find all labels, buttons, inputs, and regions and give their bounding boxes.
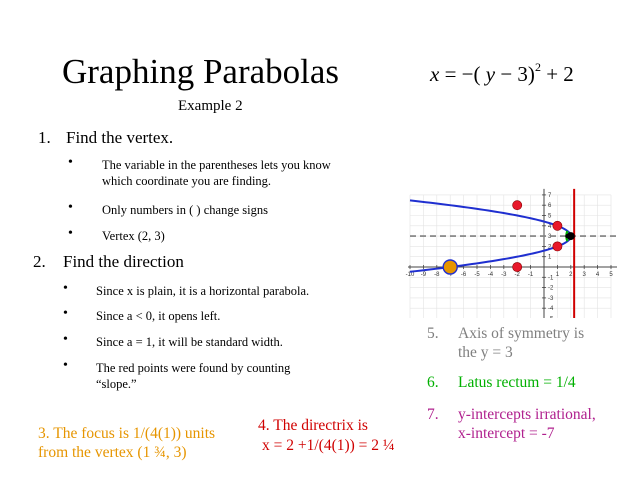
parabola-equation: x = −( y − 3)2 + 2 [430, 60, 574, 87]
step-2-number: 2. [33, 252, 46, 271]
slide-subtitle: Example 2 [178, 98, 243, 114]
x-tick-label: -5 [474, 272, 480, 278]
y-tick-label: -3 [548, 296, 554, 302]
step-1-number: 1. [38, 128, 51, 147]
red-point [552, 220, 563, 231]
y-tick-label: 7 [548, 193, 552, 199]
step-5-number: 5. [427, 325, 439, 342]
graph-marks [409, 188, 617, 318]
step-1-bullet-2: Only numbers in ( ) change signs [102, 203, 268, 217]
step-2-heading: Find the direction [63, 252, 184, 271]
bullet-icon: • [63, 358, 68, 373]
eq-tail: + 2 [546, 62, 574, 86]
bullet-icon: • [68, 226, 73, 241]
vertex-point [566, 232, 575, 241]
x-tick-label: -6 [461, 272, 467, 278]
step-7-line-1: y-intercepts irrational, [458, 406, 596, 423]
step-2-bullet-4: The red points were found by counting “s… [96, 361, 291, 391]
x-tick-label: 3 [583, 272, 587, 278]
step-2-bullet-2: Since a < 0, it opens left. [96, 309, 221, 323]
step-2-bullet-3: Since a = 1, it will be standard width. [96, 335, 283, 349]
eq-x: x [430, 62, 440, 86]
x-intercept-point [442, 259, 458, 275]
parabola-graph: -10 -9 -8 -7 -6 -5 -4 -3 -2 -1 1 2 3 4 57654321-1-2-3-… [406, 188, 617, 318]
step-5-line-1: Axis of symmetry is [458, 325, 585, 342]
eq-y: y [485, 62, 496, 86]
eq-exponent: 2 [534, 60, 541, 74]
x-tick-label: 1 [556, 272, 560, 278]
eq-eq: = −( [444, 62, 481, 86]
y-tick-label: -5 [548, 317, 554, 319]
step-6-text: Latus rectum = 1/4 [458, 374, 576, 391]
step-1-heading: Find the vertex. [66, 128, 174, 147]
y-tick-label: -1 [548, 275, 554, 281]
step-2-bullet-1: Since x is plain, it is a horizontal par… [96, 284, 310, 298]
slide-title: Graphing Parabolas [62, 52, 340, 91]
y-tick-label: 1 [548, 255, 552, 261]
y-tick-label: 4 [548, 224, 552, 230]
bullet-icon: • [63, 281, 68, 296]
step-4-line-2: x = 2 +1/(4(1)) = 2 ¼ [262, 437, 395, 454]
x-tick-label: -3 [501, 272, 507, 278]
x-tick-label: -4 [488, 272, 494, 278]
y-tick-label: 2 [548, 244, 552, 250]
step-7-line-2: x-intercept = -7 [458, 425, 555, 442]
red-point [512, 200, 523, 211]
x-tick-label: 2 [569, 272, 573, 278]
x-tick-label: -1 [528, 272, 534, 278]
x-tick-label: 5 [609, 272, 613, 278]
x-tick-label: -9 [421, 272, 427, 278]
y-tick-label: -4 [548, 306, 554, 312]
red-point [552, 241, 563, 252]
step-7-number: 7. [427, 406, 439, 423]
step-1-bullet-3: Vertex (2, 3) [102, 229, 165, 243]
bullet-icon: • [63, 332, 68, 347]
step-6-number: 6. [427, 374, 439, 391]
y-tick-label: -2 [548, 286, 554, 292]
tick-labels: -10 -9 -8 -7 -6 -5 -4 -3 -2 -1 1 2 3 4 57654321-1-2-3-… [406, 193, 614, 318]
eq-rest: − 3) [500, 62, 535, 86]
x-tick-label: -7 [448, 272, 454, 278]
y-tick-label: 6 [548, 203, 552, 209]
bullet-icon: • [68, 155, 73, 170]
bullet-icon: • [63, 306, 68, 321]
x-tick-label: -8 [434, 272, 440, 278]
x-tick-label: -10 [406, 272, 415, 278]
step-5-line-2: the y = 3 [458, 344, 513, 361]
step-1-bullet-1: The variable in the parentheses lets you… [102, 158, 331, 188]
axes-layer [408, 188, 617, 318]
y-tick-label: 5 [548, 214, 552, 220]
bullet-icon: • [68, 200, 73, 215]
step-3-line-1: 3. The focus is 1/(4(1)) units [38, 425, 216, 442]
focus-point [565, 233, 570, 239]
red-point [512, 262, 523, 272]
x-tick-label: 4 [596, 272, 600, 278]
y-tick-label: 3 [548, 234, 552, 240]
step-4-line-1: 4. The directrix is [258, 417, 368, 434]
x-tick-label: -2 [515, 272, 521, 278]
step-3-line-2: from the vertex (1 ¾, 3) [38, 444, 187, 461]
